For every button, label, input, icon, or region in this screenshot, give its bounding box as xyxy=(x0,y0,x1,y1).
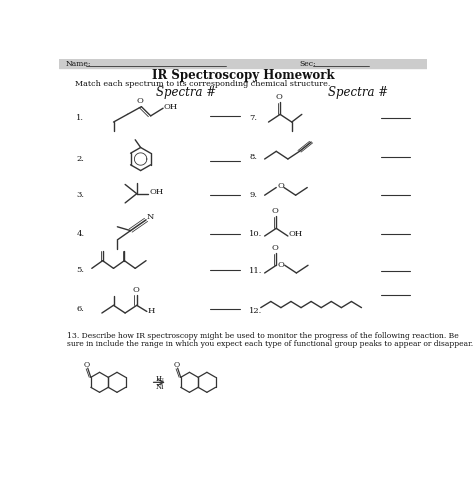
Text: O: O xyxy=(277,261,284,269)
Text: Name:: Name: xyxy=(65,59,91,68)
Text: 5.: 5. xyxy=(76,266,84,274)
Text: O: O xyxy=(84,361,90,369)
Text: N: N xyxy=(147,213,154,221)
Text: O: O xyxy=(271,245,278,252)
Text: 8.: 8. xyxy=(249,153,257,161)
Text: 9.: 9. xyxy=(249,191,257,199)
Text: O: O xyxy=(137,97,143,105)
Text: Ni: Ni xyxy=(155,383,164,391)
Text: 2.: 2. xyxy=(76,155,84,163)
Text: sure in include the range in which you expect each type of functional group peak: sure in include the range in which you e… xyxy=(67,340,473,348)
Text: 7.: 7. xyxy=(249,114,257,122)
Text: O: O xyxy=(271,207,278,216)
Text: 6.: 6. xyxy=(76,305,84,313)
Text: 3.: 3. xyxy=(76,191,84,199)
Text: 10.: 10. xyxy=(249,230,263,238)
Text: Match each spectrum to its corresponding chemical structure.: Match each spectrum to its corresponding… xyxy=(75,81,330,88)
Text: Spectra #: Spectra # xyxy=(155,86,216,99)
Text: O: O xyxy=(133,286,139,294)
Text: Spectra #: Spectra # xyxy=(328,86,388,99)
Text: OH: OH xyxy=(289,230,303,239)
Text: O: O xyxy=(174,361,180,369)
Text: 12.: 12. xyxy=(249,307,263,316)
Text: 11.: 11. xyxy=(249,267,263,274)
Text: 1.: 1. xyxy=(76,114,84,122)
Text: OH: OH xyxy=(149,188,164,196)
Text: 4.: 4. xyxy=(76,230,84,239)
Text: Sec:: Sec: xyxy=(300,59,316,68)
Text: OH: OH xyxy=(164,103,178,110)
Bar xyxy=(59,59,427,68)
Text: O: O xyxy=(277,182,284,190)
Text: O: O xyxy=(275,93,282,102)
Text: 13. Describe how IR spectroscopy might be used to monitor the progress of the fo: 13. Describe how IR spectroscopy might b… xyxy=(67,332,459,340)
Text: IR Spectroscopy Homework: IR Spectroscopy Homework xyxy=(152,69,334,82)
Text: H₂: H₂ xyxy=(155,375,164,383)
Text: H: H xyxy=(147,307,155,316)
